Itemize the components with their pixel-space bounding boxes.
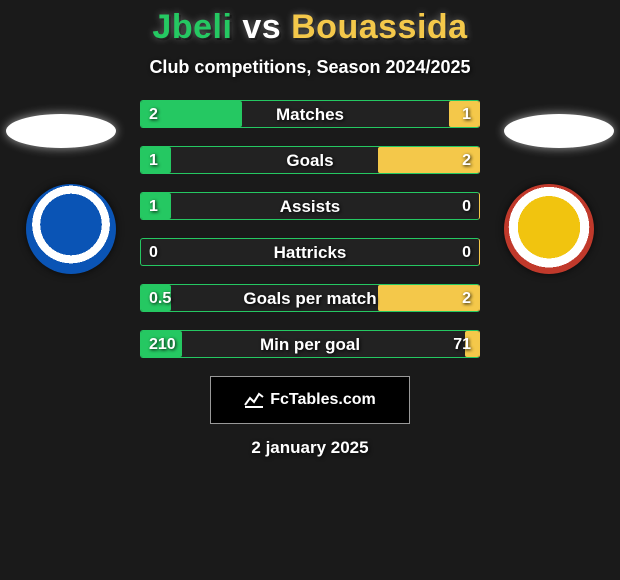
stat-row: 0.52Goals per match <box>140 284 480 312</box>
comparison-title: Jbeli vs Bouassida <box>0 0 620 47</box>
title-player-right: Bouassida <box>291 8 467 46</box>
club-crest-left <box>26 184 116 274</box>
stat-label: Assists <box>141 193 479 219</box>
title-vs: vs <box>242 8 281 46</box>
snapshot-date: 2 january 2025 <box>0 438 620 458</box>
chart-icon <box>244 392 264 408</box>
subtitle: Club competitions, Season 2024/2025 <box>0 57 620 78</box>
spotlight-left <box>6 114 116 148</box>
chart-area: 21Matches 12Goals 10Assists 00Hattricks 0.52… <box>0 100 620 458</box>
stat-label: Goals per match <box>141 285 479 311</box>
stat-rows: 21Matches 12Goals 10Assists 00Hattricks 0.52… <box>140 100 480 358</box>
club-crest-right <box>504 184 594 274</box>
stat-row: 10Assists <box>140 192 480 220</box>
stat-row: 12Goals <box>140 146 480 174</box>
spotlight-right <box>504 114 614 148</box>
branding-text: FcTables.com <box>270 391 376 409</box>
stat-label: Goals <box>141 147 479 173</box>
stat-label: Hattricks <box>141 239 479 265</box>
stat-row: 21Matches <box>140 100 480 128</box>
stat-label: Min per goal <box>141 331 479 357</box>
branding-badge: FcTables.com <box>210 376 410 424</box>
stat-row: 00Hattricks <box>140 238 480 266</box>
stat-label: Matches <box>141 101 479 127</box>
stat-row: 21071Min per goal <box>140 330 480 358</box>
title-player-left: Jbeli <box>152 8 232 46</box>
